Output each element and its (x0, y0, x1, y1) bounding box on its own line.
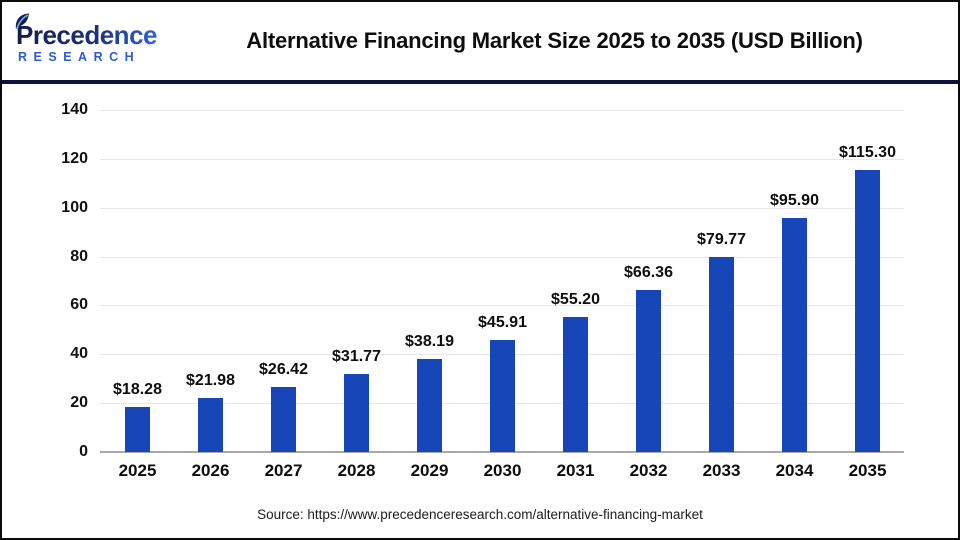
page-title: Alternative Financing Market Size 2025 t… (246, 28, 863, 53)
bar-value-label: $31.77 (332, 348, 381, 366)
logo-subtitle: RESEARCH (18, 49, 141, 64)
header: Precedence RESEARCH Alternative Financin… (2, 2, 958, 80)
x-axis-label: 2031 (556, 461, 595, 480)
x-axis-label: 2035 (848, 461, 887, 480)
bar-value-label: $66.36 (624, 263, 673, 281)
bar-2029 (417, 358, 442, 452)
bar-value-label: $38.19 (405, 332, 454, 350)
x-axis-label: 2034 (775, 461, 814, 480)
x-axis-line (100, 451, 904, 453)
gridline (100, 305, 904, 307)
bar-2030 (490, 339, 515, 452)
bar-2026 (198, 398, 223, 452)
x-axis-label: 2033 (702, 461, 741, 480)
x-axis-label: 2030 (483, 461, 522, 480)
bar-value-label: $95.90 (770, 191, 819, 209)
y-axis-tick-label: 60 (70, 296, 88, 314)
y-axis-tick-label: 100 (61, 198, 88, 216)
bar-2031 (563, 317, 588, 452)
bar-value-label: $26.42 (259, 361, 308, 379)
source-text: Source: https://www.precedenceresearch.c… (257, 507, 703, 522)
y-axis-tick-label: 40 (70, 345, 88, 363)
y-axis-tick-label: 0 (79, 443, 88, 460)
y-axis-tick-label: 120 (61, 149, 88, 167)
bar-2025 (125, 407, 150, 452)
header-divider (2, 80, 958, 84)
x-axis-label: 2032 (629, 461, 668, 480)
bar-value-label: $115.30 (839, 144, 896, 162)
x-axis-label: 2027 (264, 461, 303, 480)
bar-value-label: $18.28 (113, 381, 162, 399)
logo-name: Precedence (16, 19, 157, 50)
bar-value-label: $79.77 (697, 231, 746, 249)
bar-2027 (271, 387, 296, 452)
bar-2034 (782, 217, 807, 452)
bar-value-label: $45.91 (478, 313, 527, 331)
x-axis-label: 2026 (191, 461, 230, 480)
bar-value-label: $55.20 (551, 291, 600, 309)
gridline (100, 110, 904, 111)
bar-2035 (855, 170, 880, 452)
leaf-icon (15, 13, 29, 29)
bar-value-label: $21.98 (186, 372, 235, 390)
bar-2033 (709, 257, 734, 452)
bar-chart: Source: https://www.precedenceresearch.c… (2, 84, 958, 538)
x-axis-label: 2028 (337, 461, 376, 480)
logo-wordmark: Precedence (15, 13, 191, 50)
y-axis-tick-label: 20 (70, 394, 88, 412)
x-axis-label: 2025 (118, 461, 157, 480)
y-axis-tick-label: 80 (70, 247, 88, 265)
precedence-research-logo: Precedence RESEARCH (15, 13, 191, 64)
gridline (100, 256, 904, 258)
bar-2028 (344, 374, 369, 452)
y-axis-tick-label: 140 (61, 101, 88, 118)
gridline (100, 207, 904, 209)
gridline (100, 158, 904, 160)
x-axis-label: 2029 (410, 461, 449, 480)
bar-2032 (636, 289, 661, 452)
